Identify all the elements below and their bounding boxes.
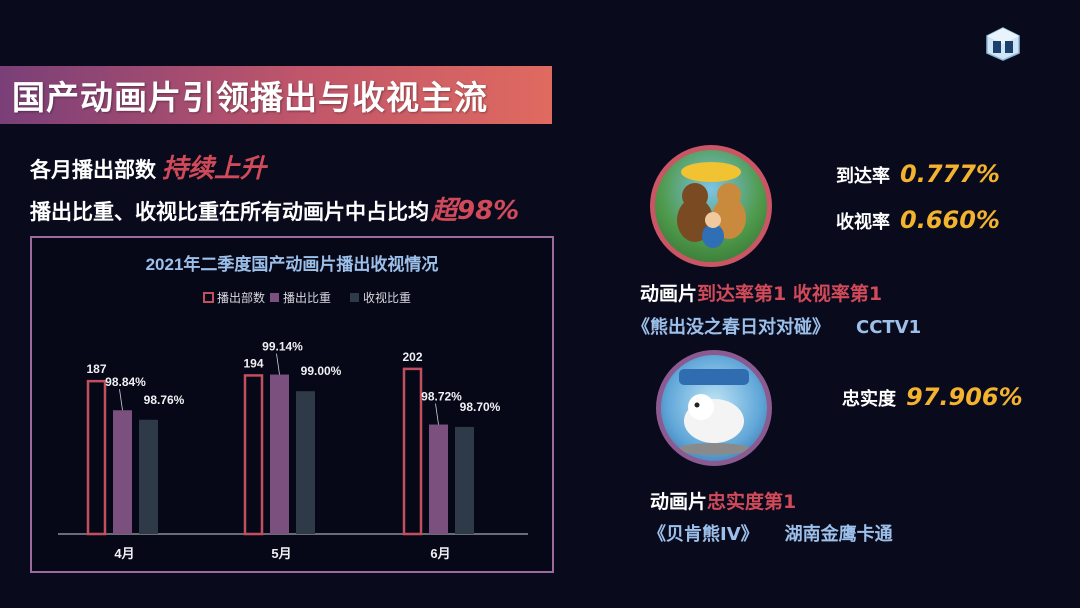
x-tick-label-2: 5月 (271, 546, 291, 561)
title-banner: 国产动画片引领播出与收视主流 (0, 66, 552, 124)
stat-reach-rate: 到达率 0.777% (836, 160, 1000, 188)
data-label-3-3: 98.70% (460, 400, 501, 414)
bar-3-3 (455, 426, 474, 534)
program-poster-1 (650, 145, 772, 267)
bar-2-1 (113, 410, 132, 534)
program-1-info: 《熊出没之春日对对碰》 CCTV1 (632, 313, 921, 339)
data-label-1-2: 194 (243, 356, 263, 370)
legend-label-2: 播出比重 (283, 291, 331, 305)
headline-line-1: 各月播出部数 持续上升 (30, 148, 266, 185)
stat-reach-label: 到达率 (836, 166, 890, 187)
legend-swatch-2 (270, 293, 279, 302)
stat-loyalty-label: 忠实度 (842, 389, 896, 410)
program-poster-2 (656, 350, 772, 466)
bar-chart-panel: 2021年二季度国产动画片播出收视情况播出部数 播出比重 收视比重 187 98.84%… (30, 236, 554, 573)
bar-3-1 (139, 419, 158, 534)
bar-1-2 (243, 374, 264, 536)
polar-bear-cartoon-icon (678, 369, 750, 455)
legend-label-1: 播出部数 (217, 290, 265, 305)
data-label-2-1: 98.84% (105, 375, 146, 389)
bears-cartoon-icon (677, 162, 746, 248)
program-2-rank: 动画片忠实度第1 (650, 487, 796, 514)
data-label-3-2: 99.00% (301, 364, 342, 378)
x-tick-label-3: 6月 (430, 546, 450, 561)
program-2-rank-highlight: 忠实度第1 (707, 491, 797, 513)
headline-line-2-highlight: 超98% (431, 196, 520, 226)
stat-loyalty-value: 97.906% (906, 383, 1023, 411)
stat-rating-label: 收视率 (836, 212, 890, 233)
program-2-rank-prefix: 动画片 (650, 491, 708, 513)
data-label-1-1: 187 (86, 362, 106, 376)
legend-label-3: 收视比重 (363, 290, 411, 305)
leader-line-2 (276, 353, 280, 375)
bar-2-3 (429, 424, 448, 534)
bar-3-2 (296, 391, 315, 534)
program-1-rank-highlight: 到达率第1 收视率第1 (697, 283, 883, 305)
data-label-3-1: 98.76% (144, 393, 185, 407)
data-label-1-3: 202 (402, 350, 422, 364)
program-1-rank-prefix: 动画片 (640, 283, 698, 305)
stat-rating-value: 0.660% (900, 206, 1000, 234)
bar-1-1 (86, 379, 107, 536)
headline-line-1-highlight: 持续上升 (162, 154, 267, 184)
page-title: 国产动画片引领播出与收视主流 (12, 78, 488, 117)
data-label-2-3: 98.72% (421, 390, 462, 404)
stat-rating: 收视率 0.660% (836, 206, 1000, 234)
stat-reach-value: 0.777% (900, 160, 1000, 188)
leader-line-1 (119, 389, 123, 411)
legend-swatch-3 (350, 293, 359, 302)
program-1-rank: 动画片到达率第1 收视率第1 (640, 279, 882, 306)
program-1-channel: CCTV1 (856, 317, 922, 338)
data-label-2-2: 99.14% (262, 340, 303, 354)
headline-line-1-text: 各月播出部数 (30, 158, 156, 182)
headline-line-2-text: 播出比重、收视比重在所有动画片中占比均 (30, 200, 429, 224)
stat-loyalty: 忠实度 97.906% (842, 383, 1023, 411)
program-1-name: 《熊出没之春日对对碰》 (632, 317, 830, 338)
chart-title: 2021年二季度国产动画片播出收视情况 (146, 254, 439, 274)
legend-swatch-1 (203, 292, 214, 303)
headline-line-2: 播出比重、收视比重在所有动画片中占比均超98% (30, 190, 519, 227)
logo-icon (984, 26, 1022, 62)
bar-2-2 (270, 374, 289, 534)
x-tick-label-1: 4月 (114, 546, 134, 561)
program-2-info: 《贝肯熊IV》 湖南金鹰卡通 (648, 520, 893, 546)
program-2-name: 《贝肯熊IV》 (648, 524, 759, 545)
leader-line-3 (435, 403, 439, 425)
bar-1-3 (402, 367, 423, 536)
program-2-channel: 湖南金鹰卡通 (784, 524, 893, 545)
